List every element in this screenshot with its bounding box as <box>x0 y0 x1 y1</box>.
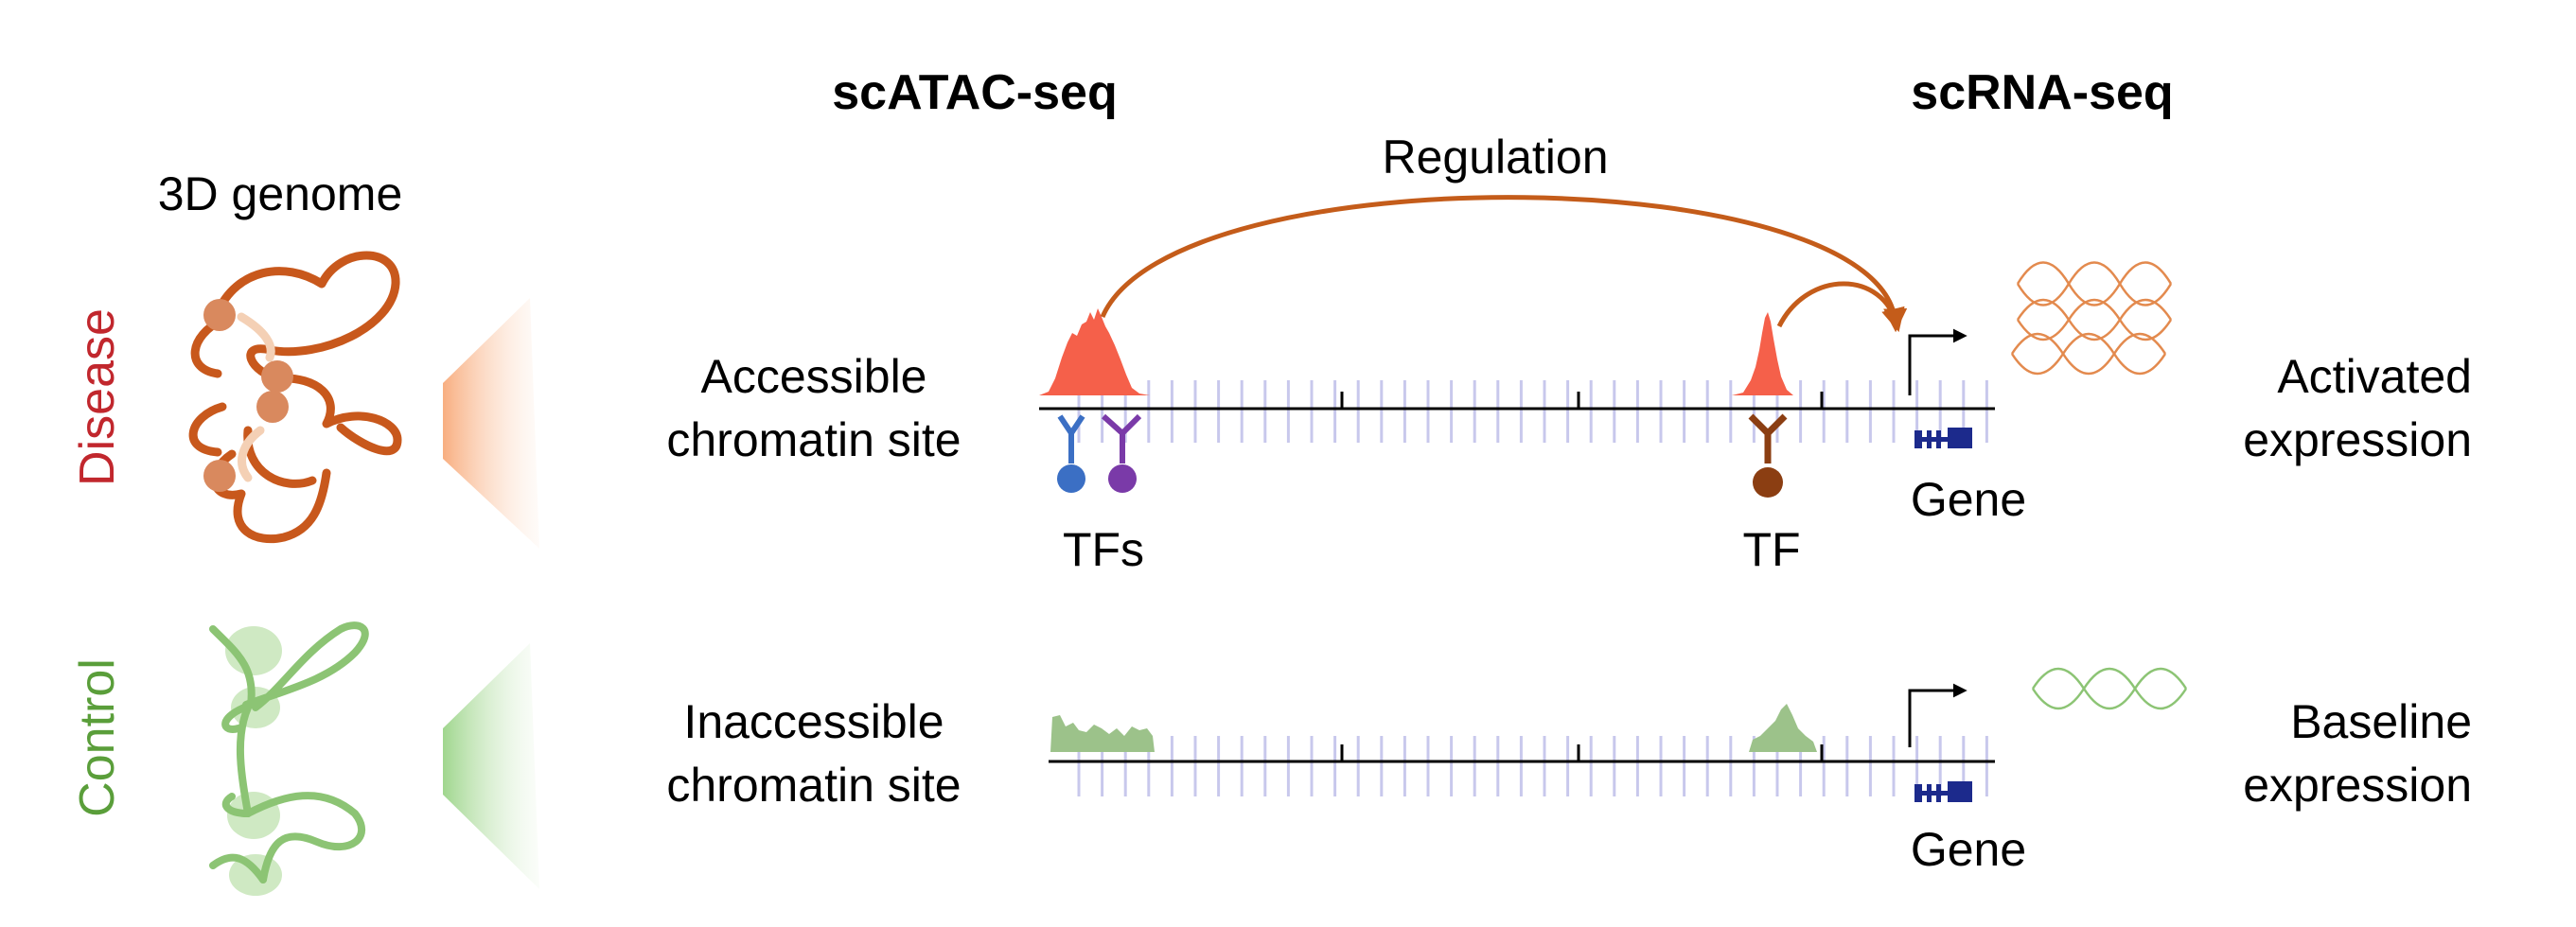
disease-tss-arrow <box>1908 328 1967 395</box>
control-state-line2: chromatin site <box>666 759 961 812</box>
control-gene-label: Gene <box>1911 823 2026 876</box>
header-3d-genome: 3D genome <box>158 167 403 220</box>
tf-brown-icon <box>1748 413 1788 498</box>
control-expr-line1: Baseline <box>2290 695 2472 748</box>
control-gene-model-icon <box>1914 781 1972 802</box>
control-wedge <box>443 643 539 889</box>
disease-state-line2: chromatin site <box>666 413 961 466</box>
disease-chromatin-icon <box>188 251 402 544</box>
header-rna: scRNA-seq <box>1911 65 2173 120</box>
disease-peak-right <box>1732 312 1793 395</box>
disease-expr-line2: expression <box>2243 413 2472 466</box>
regulation-arrow <box>1100 195 1908 333</box>
control-state-line1: Inaccessible <box>683 695 944 748</box>
local-regulation-arrow <box>1776 281 1905 333</box>
tf-purple-icon <box>1101 413 1142 493</box>
control-track: Gene <box>1049 667 2188 876</box>
tf-blue-icon <box>1057 414 1085 493</box>
control-label: Control <box>70 658 125 817</box>
disease-wedge <box>443 298 539 549</box>
control-chromatin-icon <box>209 621 369 896</box>
disease-peak-left <box>1039 308 1150 395</box>
disease-state-line1: Accessible <box>701 350 927 403</box>
disease-gene-model-icon <box>1914 428 1972 448</box>
disease-track: TFs TF Gene <box>1039 195 2173 576</box>
control-rna-transcript-icon <box>2031 667 2188 710</box>
header-atac: scATAC-seq <box>832 65 1117 120</box>
disease-expr-line1: Activated <box>2277 350 2472 403</box>
tf-label: TF <box>1742 523 1800 576</box>
disease-gene-label: Gene <box>1911 473 2026 526</box>
control-peak-left <box>1050 715 1155 752</box>
regulation-label: Regulation <box>1382 131 1608 184</box>
control-peak-right <box>1749 704 1817 752</box>
control-expr-line2: expression <box>2243 759 2472 812</box>
tfs-label: TFs <box>1063 523 1144 576</box>
control-tss-arrow <box>1908 683 1967 747</box>
disease-rna-transcripts-icon <box>2010 261 2173 376</box>
disease-label: Disease <box>70 308 125 486</box>
